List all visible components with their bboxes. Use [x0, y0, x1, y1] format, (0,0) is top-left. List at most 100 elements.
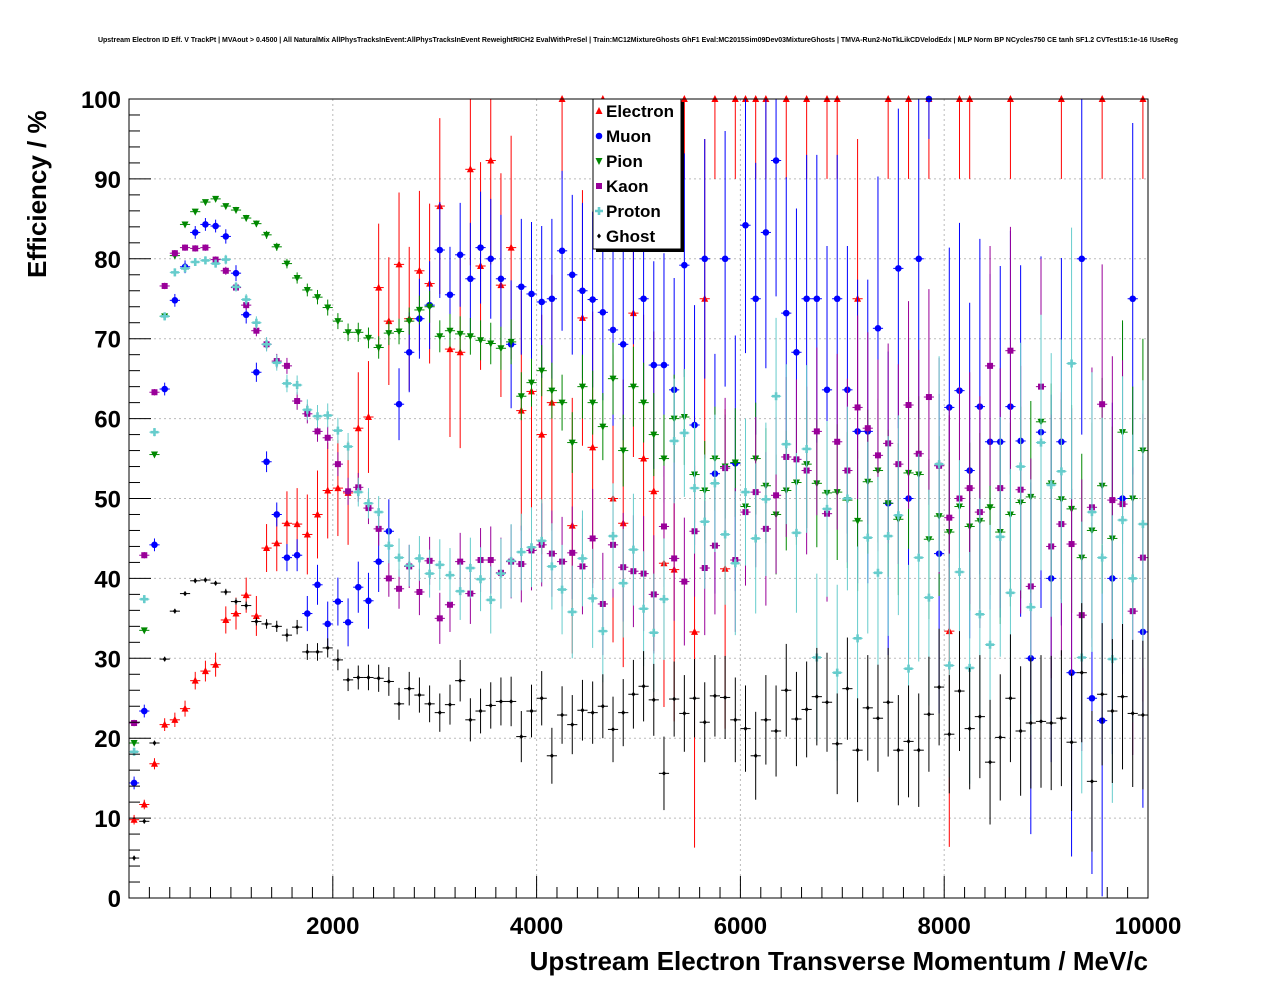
- point-muon: [874, 325, 882, 332]
- point-electron: [181, 704, 189, 712]
- point-electron: [130, 815, 138, 823]
- point-muon: [487, 255, 495, 263]
- point-pion: [232, 207, 240, 215]
- point-electron: [252, 611, 260, 619]
- point-ghost: [488, 702, 493, 708]
- point-ghost: [478, 708, 483, 714]
- point-kaon: [874, 452, 881, 459]
- point-ghost: [998, 734, 1003, 740]
- point-muon: [130, 779, 138, 787]
- point-proton: [884, 532, 893, 541]
- point-ghost: [947, 731, 952, 737]
- grid-lines: [129, 99, 1148, 898]
- point-ghost: [835, 741, 840, 747]
- point-muon: [558, 247, 566, 255]
- point-ghost: [845, 686, 850, 692]
- point-muon: [1078, 255, 1086, 263]
- point-proton: [435, 560, 444, 569]
- point-ghost: [1100, 691, 1105, 697]
- point-electron: [640, 454, 648, 462]
- point-muon: [915, 255, 923, 263]
- point-electron: [446, 345, 454, 353]
- legend-label-muon: Muon: [606, 127, 651, 146]
- point-proton: [853, 634, 862, 643]
- point-muon: [833, 295, 841, 303]
- x-tick-label: 2000: [306, 913, 359, 940]
- point-muon: [334, 598, 342, 605]
- point-proton: [904, 664, 913, 673]
- point-pion: [191, 208, 199, 216]
- point-proton: [517, 548, 526, 557]
- point-muon: [1088, 694, 1096, 702]
- point-kaon: [671, 555, 678, 562]
- y-tick-label: 10: [94, 806, 121, 833]
- point-ghost: [132, 855, 137, 861]
- point-kaon: [171, 250, 178, 257]
- point-proton: [1016, 462, 1025, 471]
- point-kaon: [222, 267, 229, 274]
- point-proton: [303, 405, 312, 414]
- x-tick-label: 4000: [510, 913, 563, 940]
- point-proton: [914, 553, 923, 562]
- legend-label-electron: Electron: [606, 102, 674, 121]
- point-ghost: [529, 708, 534, 714]
- legend-label-ghost: Ghost: [606, 227, 655, 246]
- point-muon: [436, 246, 444, 254]
- point-muon: [793, 348, 800, 356]
- point-pion: [507, 338, 515, 346]
- point-proton: [823, 504, 832, 513]
- point-muon: [405, 348, 413, 356]
- point-pion: [538, 367, 546, 375]
- point-proton: [282, 379, 291, 388]
- point-proton: [639, 604, 648, 613]
- point-pion: [589, 399, 597, 407]
- point-electron: [201, 667, 209, 675]
- x-tick-label: 6000: [714, 913, 767, 940]
- point-proton: [1138, 520, 1147, 529]
- point-pion: [242, 215, 250, 223]
- point-muon: [681, 261, 688, 269]
- legend-label-pion: Pion: [606, 152, 643, 171]
- point-muon: [782, 309, 790, 317]
- point-proton: [619, 579, 628, 588]
- point-proton: [751, 534, 760, 543]
- point-proton: [252, 318, 261, 327]
- point-ghost: [1069, 739, 1074, 745]
- point-kaon: [854, 404, 861, 411]
- point-pion: [375, 344, 383, 352]
- point-muon: [456, 251, 464, 259]
- point-ghost: [213, 580, 218, 586]
- point-pion: [283, 260, 291, 268]
- point-proton: [670, 436, 679, 445]
- point-kaon: [345, 488, 352, 495]
- point-electron: [691, 627, 699, 635]
- point-pion: [273, 243, 281, 251]
- point-muon: [823, 386, 831, 394]
- legend-label-kaon: Kaon: [606, 177, 649, 196]
- point-muon: [446, 291, 454, 299]
- point-proton: [476, 575, 485, 584]
- point-kaon: [681, 578, 688, 585]
- y-tick-label: 60: [94, 407, 121, 434]
- point-electron: [466, 165, 474, 173]
- point-ghost: [957, 688, 962, 694]
- point-muon: [568, 271, 576, 279]
- point-muon: [599, 309, 607, 316]
- point-pion: [364, 334, 372, 342]
- point-ghost: [254, 619, 259, 625]
- point-ghost: [233, 599, 238, 605]
- point-proton: [772, 392, 781, 401]
- point-proton: [395, 553, 404, 562]
- point-ghost: [937, 684, 942, 690]
- point-electron: [354, 424, 362, 432]
- point-pion: [599, 423, 607, 431]
- point-proton: [649, 628, 658, 637]
- chart-title: Upstream Electron ID Eff. V TrackPt | MV…: [98, 37, 1178, 44]
- point-proton: [374, 508, 383, 517]
- point-kaon: [446, 601, 453, 608]
- point-proton: [924, 593, 933, 602]
- point-muon: [151, 541, 158, 549]
- point-pion: [528, 379, 536, 387]
- point-pion: [212, 195, 220, 203]
- point-electron: [375, 283, 383, 291]
